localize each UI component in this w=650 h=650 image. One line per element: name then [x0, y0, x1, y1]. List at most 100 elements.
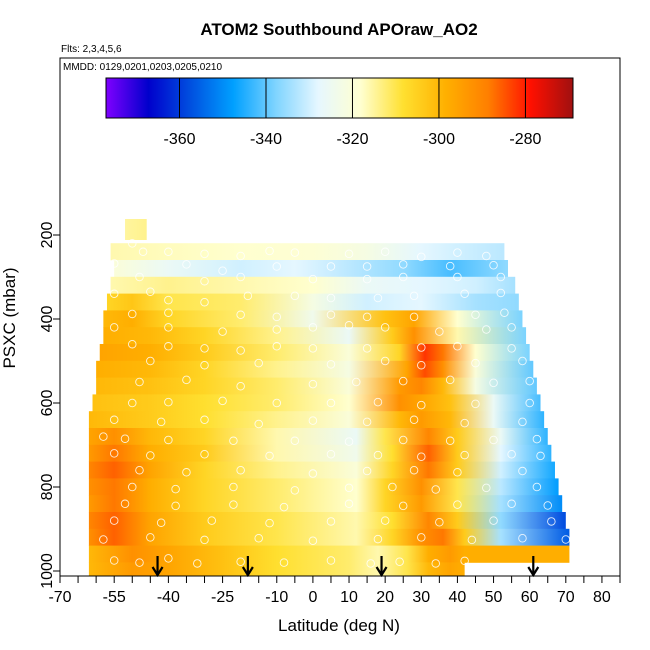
sample-point: [460, 450, 469, 460]
sample-point: [229, 436, 238, 446]
sample-point: [109, 323, 119, 332]
sample-point: [164, 342, 173, 351]
sample-point: [380, 247, 390, 257]
sample-point: [138, 247, 148, 257]
sample-point: [344, 437, 354, 446]
sample-point: [109, 449, 119, 458]
heatmap-row: [110, 243, 505, 261]
sample-point: [489, 435, 498, 445]
sample-point: [200, 344, 209, 353]
sample-point: [326, 310, 336, 320]
plot-area: [59, 57, 621, 578]
sample-point: [344, 483, 354, 493]
heatmap-row: [88, 562, 465, 576]
sample-point: [200, 297, 209, 307]
sample-point: [109, 259, 119, 268]
sample-point: [236, 272, 245, 282]
sample-point: [308, 469, 318, 478]
sample-point: [120, 499, 130, 509]
sample-point: [525, 398, 534, 408]
sample-point: [272, 342, 282, 351]
sample-point: [207, 516, 216, 525]
sample-point: [135, 272, 144, 282]
sample-point: [532, 482, 542, 492]
sample-point: [482, 483, 491, 493]
sample-point: [254, 358, 263, 368]
x-tick-label: 60: [521, 589, 539, 606]
sample-point: [146, 451, 155, 460]
sample-point: [362, 466, 372, 476]
x-tick-label: 50: [485, 589, 503, 606]
sample-point: [218, 396, 227, 406]
sample-point: [507, 499, 516, 509]
sample-point: [496, 288, 506, 298]
y-tick-label: 400: [39, 306, 56, 333]
x-tick-label: -10: [265, 589, 288, 606]
heatmap-row: [125, 219, 147, 240]
sample-point: [417, 400, 426, 410]
sample-point: [236, 465, 245, 475]
x-tick-label: 10: [340, 589, 358, 606]
sample-point: [467, 535, 477, 545]
sample-point: [409, 415, 419, 425]
sample-point: [417, 252, 426, 262]
colorbar-tick-label: -280: [509, 131, 541, 148]
sample-point: [409, 291, 419, 301]
sample-point: [254, 533, 263, 543]
sample-point: [398, 272, 408, 282]
x-tick-label: -55: [103, 589, 126, 606]
x-tick-label: 30: [412, 589, 430, 606]
sample-point: [373, 397, 383, 407]
sample-point: [326, 398, 336, 408]
sample-point: [200, 449, 209, 459]
x-tick-label: -25: [211, 589, 234, 606]
heatmap-row: [92, 394, 541, 412]
sample-point: [229, 500, 238, 509]
sample-point: [344, 249, 354, 259]
sample-point: [395, 557, 404, 567]
sample-point: [218, 327, 227, 336]
sample-point: [290, 248, 300, 257]
sample-point: [489, 260, 498, 270]
sample-point: [164, 554, 173, 563]
sample-point: [435, 327, 444, 336]
sample-point: [398, 501, 408, 511]
sample-point: [435, 518, 444, 527]
chart-title: ATOM2 Southbound APOraw_AO2: [200, 20, 477, 39]
sample-point: [453, 500, 462, 509]
sample-point: [460, 556, 469, 566]
sample-point: [536, 451, 545, 461]
sample-point: [445, 261, 455, 271]
sample-point: [128, 398, 137, 408]
sample-point: [128, 482, 137, 492]
sample-point: [489, 378, 498, 388]
sample-point: [543, 501, 552, 510]
sample-point: [308, 416, 318, 425]
sample-point: [471, 358, 480, 368]
sample-point: [507, 323, 516, 332]
sample-point: [326, 517, 336, 526]
x-tick-label: 20: [376, 589, 394, 606]
x-axis: -70 -55 -40 -25 -10 0 10 20 30 40 50 60 70 80: [48, 576, 621, 606]
y-axis: 200 400 600 800 1000: [39, 222, 60, 589]
sample-point: [164, 295, 173, 305]
sample-point: [156, 518, 166, 527]
sample-points: [99, 239, 571, 568]
sample-point: [128, 309, 137, 319]
sample-point: [200, 535, 209, 545]
y-tick-label: 200: [39, 222, 56, 249]
heatmap-row: [88, 444, 552, 462]
sample-point: [109, 415, 119, 425]
sample-point: [171, 484, 180, 494]
latitude-arrow: [151, 556, 164, 578]
sample-point: [326, 293, 336, 303]
sample-point: [218, 266, 227, 275]
sample-point: [156, 417, 166, 427]
plot-border: [59, 57, 621, 577]
sample-point: [236, 310, 245, 320]
heatmap-row: [88, 461, 555, 479]
sample-point: [200, 360, 209, 370]
sample-point: [236, 557, 245, 567]
sample-point: [417, 452, 426, 462]
